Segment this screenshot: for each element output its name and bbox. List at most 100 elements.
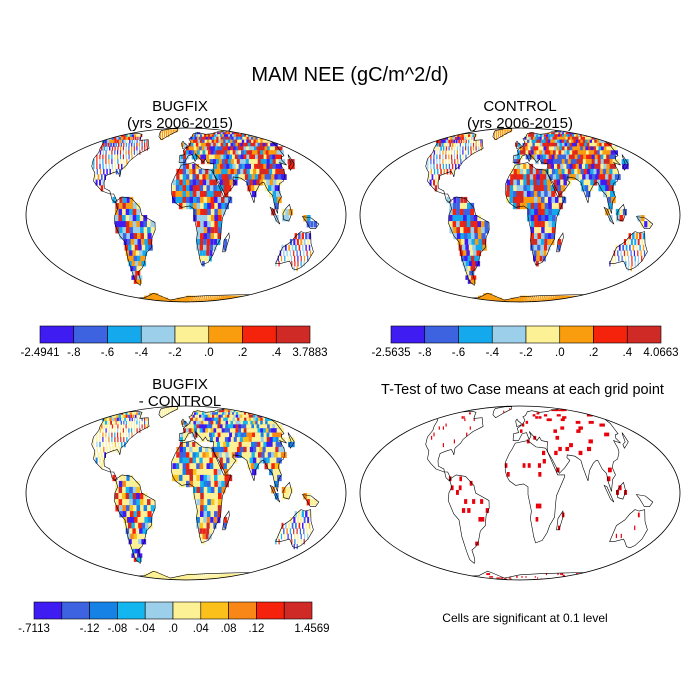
map-border (359, 405, 681, 581)
colorbar-label: .04 (193, 623, 210, 635)
coastline-eurasia (178, 407, 291, 492)
coastline-africa (170, 440, 232, 544)
colorbar-label: -.6 (452, 347, 465, 359)
colorbar-swatch (559, 325, 594, 344)
coastline-north-america (423, 410, 484, 482)
coastline-africa (504, 162, 566, 266)
coastline-greenland (492, 406, 513, 419)
coastline-madagascar (222, 510, 230, 531)
coastline-greenland (158, 128, 179, 141)
colorbar-swatch (89, 601, 118, 620)
panel-title-bugfix-line1: BUGFIX (152, 98, 208, 115)
map-border (25, 127, 347, 303)
coastline-madagascar (222, 232, 230, 253)
significance-note: Cells are significant at 0.1 level (442, 611, 608, 625)
panel-title-control: CONTROL (yrs 2006-2015) (370, 98, 670, 132)
coastline-sumatra (603, 206, 615, 225)
colorbar-swatch (626, 325, 662, 344)
coastline-japan (621, 432, 629, 449)
coastline-eurasia (512, 129, 625, 214)
panel-title-control-line2: (yrs 2006-2015) (467, 115, 573, 132)
coastline-sumatra (269, 484, 281, 503)
map-border (25, 405, 347, 581)
coastline-australia (609, 509, 648, 549)
colorbar-swatch (525, 325, 561, 344)
coastline-borneo (616, 203, 627, 222)
panel-title-diff-line1: BUGFIX (152, 376, 208, 393)
panel-title-control-line1: CONTROL (483, 98, 557, 115)
coastline-australia (275, 231, 314, 271)
coastline-sumatra (603, 484, 615, 503)
map-difference (25, 405, 347, 581)
colorbar-label: 1.4569 (294, 623, 329, 635)
coastline-japan (287, 432, 295, 449)
colorbar-label: .0 (555, 347, 565, 359)
colorbar-swatch (208, 325, 243, 344)
colorbar-label: -.08 (107, 623, 127, 635)
panel-title-ttest: T-Test of two Case means at each grid po… (381, 382, 664, 398)
colorbar-swatch (458, 325, 493, 344)
coastline-eurasia (512, 407, 625, 492)
colorbar-swatch (107, 325, 142, 344)
coastline-uk (515, 140, 522, 149)
coastline-new-guinea (301, 216, 320, 229)
colorbar-label: 4.0663 (643, 347, 678, 359)
coastline-new-guinea (301, 494, 320, 507)
colorbar-swatch (275, 325, 311, 344)
colorbar-swatch (73, 325, 108, 344)
coastline-sumatra (269, 206, 281, 225)
colorbar-swatch (283, 601, 313, 620)
coastline-north-america (89, 132, 150, 204)
colorbar-label: -.2 (168, 347, 181, 359)
coastline-greenland (158, 406, 179, 419)
colorbar-label: -.2 (519, 347, 532, 359)
colorbar-label: -.12 (80, 623, 100, 635)
colorbar-bugfix: -2.4941 -.8 -.6 -.4 -.2 .0 .2 .4 3.7883 (20, 325, 328, 359)
colorbar-label: -.8 (418, 347, 431, 359)
panel-title-bugfix: BUGFIX (yrs 2006-2015) (30, 98, 330, 132)
colorbar-label: .0 (168, 623, 178, 635)
map-ttest-significance (359, 405, 681, 581)
coastline-madagascar (556, 510, 564, 531)
colorbar-label: -2.5635 (371, 347, 410, 359)
panel-title-diff: BUGFIX - CONTROL (30, 376, 330, 410)
colorbar-label: .12 (248, 623, 264, 635)
coastline-australia (609, 231, 648, 271)
coastline-south-america (113, 474, 156, 564)
coastline-africa (504, 440, 566, 544)
colorbar-swatch (491, 325, 527, 344)
map-border (359, 127, 681, 303)
colorbar-swatch (228, 601, 257, 620)
colorbar-swatch (39, 325, 75, 344)
coastline-japan (287, 154, 295, 171)
colorbar-swatch (593, 325, 628, 344)
colorbar-swatch (242, 325, 277, 344)
coastline-madagascar (556, 232, 564, 253)
colorbar-swatch (424, 325, 459, 344)
colorbar-label: -.04 (135, 623, 155, 635)
coastline-australia (275, 509, 314, 549)
coastline-borneo (616, 481, 627, 500)
colorbar-swatch (61, 601, 90, 620)
colorbar-label: -.4 (486, 347, 500, 359)
colorbar-swatch (144, 601, 174, 620)
colorbar-swatch (256, 601, 285, 620)
coastline-greenland (492, 128, 513, 141)
colorbar-label: .08 (221, 623, 237, 635)
colorbar-label: -.7113 (18, 623, 50, 635)
coastline-new-guinea (635, 494, 654, 507)
colorbar-label: -2.4941 (20, 347, 59, 359)
coastline-south-america (447, 196, 490, 286)
map-bugfix (25, 127, 347, 303)
coastline-north-america (423, 132, 484, 204)
map-control (359, 127, 681, 303)
colorbar-swatch (33, 601, 63, 620)
colorbar-difference: -.7113 -.12 -.08 -.04 .0 .04 .08 .12 1.4569 (18, 601, 330, 635)
coastline-borneo (282, 481, 293, 500)
coastline-eurasia (178, 129, 291, 214)
colorbar-label: .2 (238, 347, 248, 359)
panel-title-diff-line2: - CONTROL (138, 393, 222, 410)
colorbar-label: .4 (623, 347, 633, 359)
colorbar-label: .4 (272, 347, 282, 359)
coastline-japan (621, 154, 629, 171)
